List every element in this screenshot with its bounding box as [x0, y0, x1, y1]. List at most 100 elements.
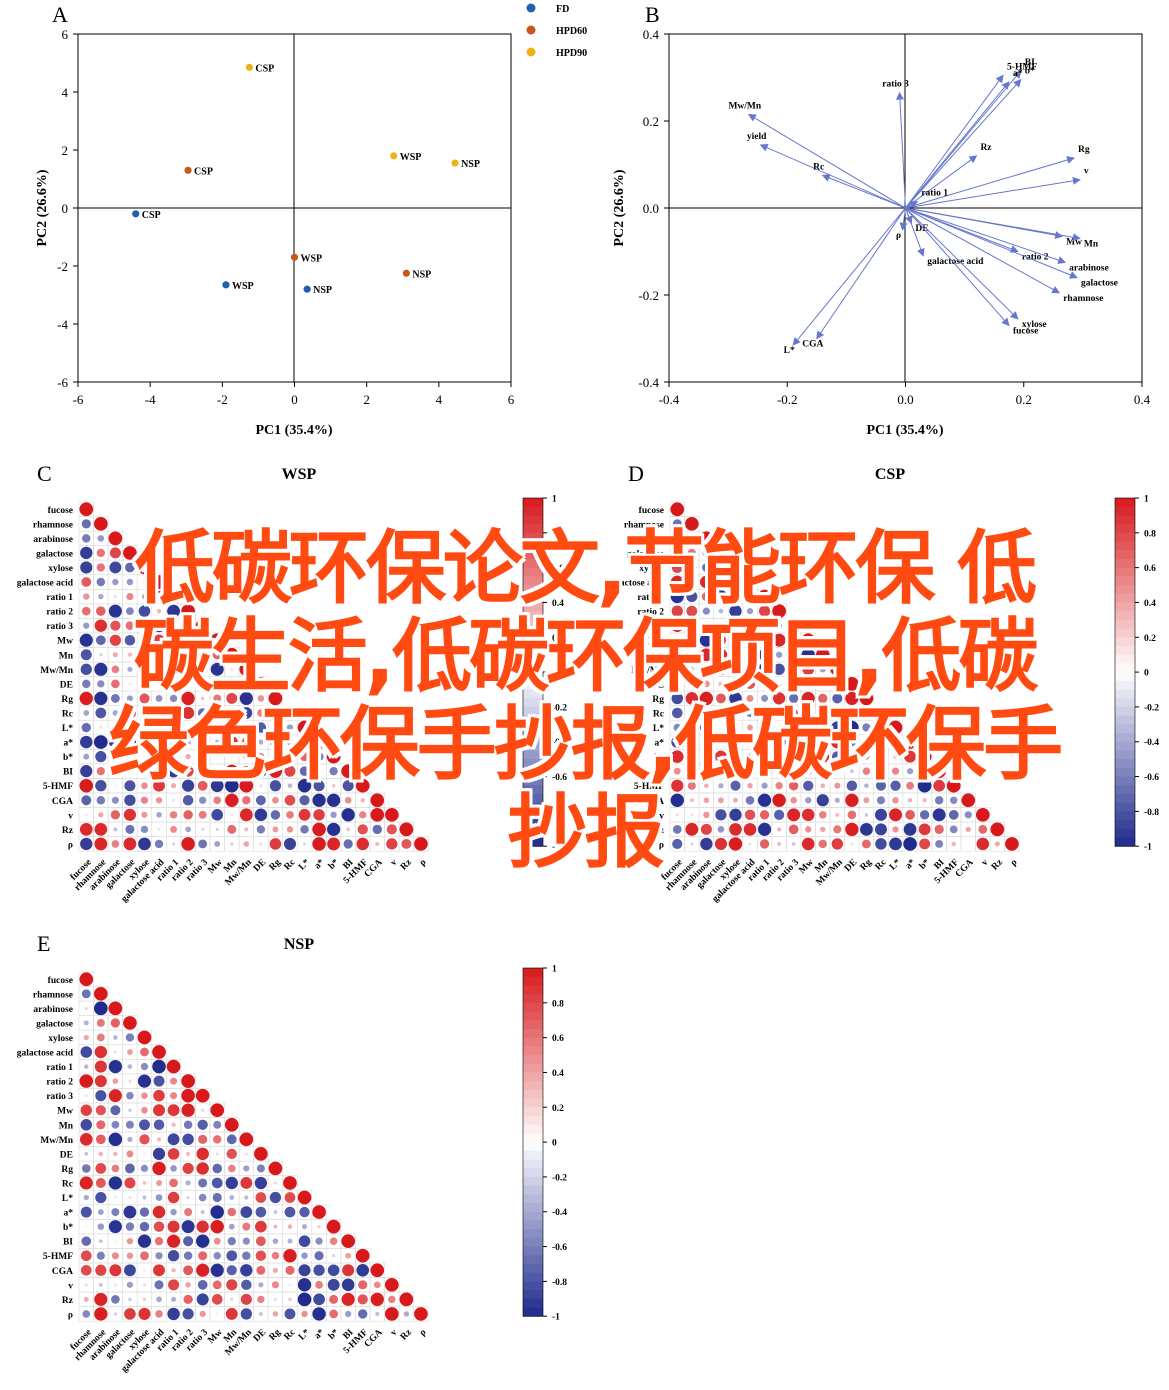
- correlation-circle: [152, 706, 166, 720]
- correlation-circle: [80, 1118, 93, 1131]
- correlation-circle: [271, 709, 280, 717]
- correlation-circle: [196, 735, 209, 749]
- correlation-circle: [375, 841, 380, 846]
- colorbar-segment: [1115, 802, 1135, 812]
- correlation-circle: [156, 1296, 162, 1303]
- correlation-circle: [109, 1264, 122, 1277]
- correlation-circle: [729, 808, 742, 821]
- correlation-circle: [225, 793, 239, 807]
- correlation-circle: [672, 548, 682, 558]
- colorbar-segment: [523, 1115, 543, 1126]
- loading-arrow: [905, 207, 925, 257]
- correlation-circle: [167, 1191, 180, 1204]
- correlation-circle: [212, 1280, 222, 1290]
- loading-arrow: [905, 78, 1022, 209]
- correlation-circle: [128, 1196, 132, 1200]
- correlation-circle: [227, 1207, 237, 1217]
- correlation-circle: [126, 1252, 134, 1259]
- correlation-circle: [758, 648, 771, 661]
- correlation-circle: [375, 1311, 380, 1316]
- correlation-circle: [82, 679, 91, 689]
- correlation-circle: [255, 1250, 267, 1261]
- correlation-circle: [717, 826, 725, 833]
- correlation-circle: [113, 1239, 117, 1243]
- correlation-circle: [859, 691, 874, 706]
- y-axis-label: PC2 (26.6%): [35, 169, 50, 246]
- correlation-circle: [772, 633, 786, 647]
- correlation-circle: [801, 837, 815, 851]
- correlation-circle: [196, 1220, 209, 1233]
- correlation-circle: [949, 825, 958, 834]
- colorbar-segment: [1115, 663, 1135, 673]
- colorbar-segment: [1115, 611, 1135, 621]
- correlation-circle: [776, 622, 782, 629]
- correlation-circle: [877, 752, 885, 761]
- correlation-circle: [271, 1281, 279, 1289]
- loading-label: Rg: [1078, 145, 1090, 155]
- row-label: DE: [60, 680, 73, 690]
- correlation-circle: [239, 1132, 254, 1147]
- correlation-circle: [759, 810, 770, 820]
- correlation-circle: [123, 808, 137, 821]
- correlation-circle: [787, 808, 801, 822]
- correlation-circle: [355, 778, 370, 793]
- point-label: CSP: [142, 210, 161, 221]
- y-tick-label: -2: [57, 259, 68, 274]
- correlation-circle: [777, 726, 781, 730]
- row-label: ratio 1: [637, 593, 664, 603]
- correlation-circle: [139, 678, 150, 689]
- correlation-circle: [284, 1206, 296, 1218]
- correlation-circle: [198, 810, 207, 819]
- correlation-circle: [670, 502, 685, 517]
- correlation-circle: [806, 726, 810, 730]
- correlation-circle: [228, 1223, 235, 1230]
- watermark-line: 绿色环保手抄报,低碳环保手: [108, 698, 1063, 791]
- data-point: [222, 281, 230, 289]
- colorbar-segment: [523, 602, 543, 612]
- correlation-circle: [155, 1310, 163, 1318]
- loading-arrow: [905, 207, 1081, 242]
- correlation-circle: [241, 737, 251, 747]
- correlation-circle: [142, 1195, 147, 1200]
- correlation-circle: [196, 1263, 210, 1277]
- loading-label: Mw: [1066, 237, 1082, 247]
- correlation-circle: [819, 811, 827, 819]
- correlation-circle: [254, 808, 268, 822]
- row-label: Rc: [653, 709, 664, 719]
- correlation-circle: [701, 592, 711, 602]
- colorbar-segment: [523, 1089, 543, 1100]
- panel-title: NSP: [284, 936, 314, 953]
- correlation-circle: [951, 841, 956, 847]
- correlation-circle: [198, 635, 207, 645]
- colorbar-tick-label: 1: [552, 495, 557, 505]
- correlation-circle: [297, 1190, 312, 1205]
- correlation-circle: [933, 779, 946, 792]
- correlation-circle: [123, 707, 136, 719]
- correlation-circle: [341, 1234, 356, 1249]
- row-label: ratio 1: [46, 1063, 73, 1073]
- correlation-circle: [242, 1222, 251, 1231]
- pca-score-plot: A -6 -4 -2 0 2 4 6 6 4 2 0 -2 -4 -6 PC1 (35.4%) PC2 (…: [35, 2, 587, 438]
- correlation-circle: [225, 764, 239, 778]
- correlation-circle: [210, 1263, 224, 1277]
- correlation-circle: [213, 1252, 221, 1260]
- loading-label: yield: [747, 132, 767, 142]
- correlation-circle: [124, 1308, 136, 1320]
- row-label: CGA: [643, 797, 664, 807]
- correlation-circle: [80, 765, 93, 778]
- correlation-circle: [185, 739, 191, 745]
- colorbar-segment: [523, 820, 543, 830]
- correlation-circle: [875, 838, 887, 850]
- colorbar-tick-label: 0.8: [552, 529, 564, 539]
- correlation-circle: [743, 575, 757, 589]
- loading-arrow: [905, 207, 1019, 320]
- correlation-circle: [273, 725, 278, 730]
- row-label: fucose: [48, 976, 73, 986]
- correlation-circle: [715, 635, 727, 646]
- correlation-circle: [257, 753, 265, 761]
- correlation-circle: [700, 575, 713, 589]
- correlation-circle: [906, 768, 914, 775]
- correlation-circle: [239, 691, 253, 705]
- correlation-circle: [847, 810, 857, 820]
- colorbar-segment: [523, 698, 543, 708]
